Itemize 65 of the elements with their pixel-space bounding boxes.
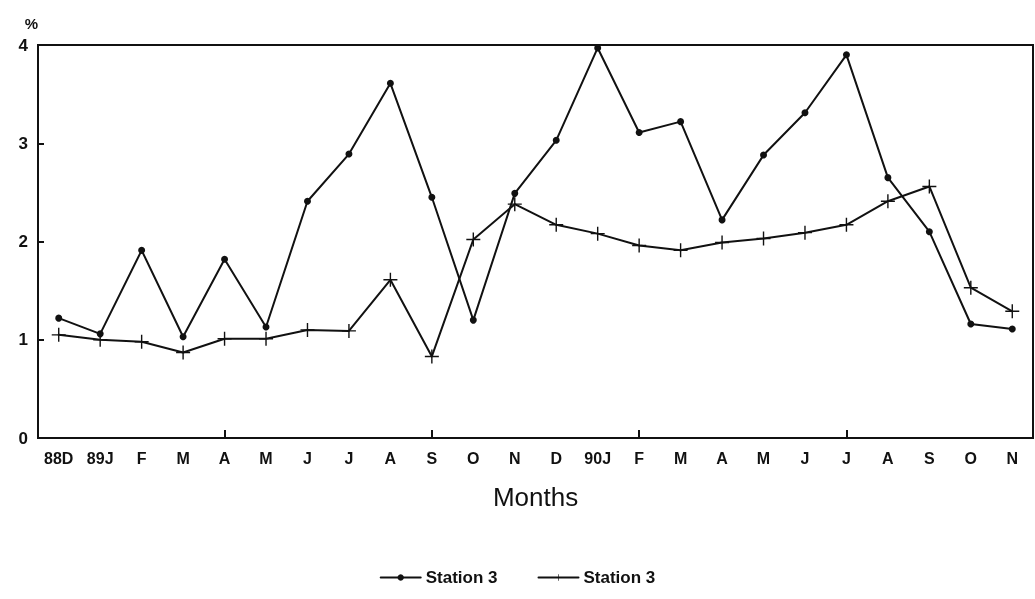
x-tick-label: M <box>756 449 771 467</box>
legend-label: Station 3 <box>425 568 498 587</box>
x-tick-label: F <box>634 449 645 467</box>
y-tick-label: 0 <box>18 428 28 448</box>
point <box>221 255 229 263</box>
y-tick-label: 3 <box>18 133 28 153</box>
x-tick-label: N <box>1006 449 1019 467</box>
point <box>55 314 63 322</box>
point <box>925 228 933 236</box>
point <box>801 109 809 117</box>
point <box>552 136 560 144</box>
point <box>51 327 66 342</box>
x-tick-label: O <box>467 449 480 467</box>
point <box>1008 325 1016 333</box>
point <box>632 238 647 253</box>
x-tick-label: D <box>550 449 563 467</box>
x-tick-label: J <box>841 449 851 467</box>
x-tick-label: A <box>716 449 729 467</box>
point <box>507 197 522 212</box>
point <box>176 345 191 360</box>
point <box>469 316 477 324</box>
x-tick-label: J <box>303 449 312 467</box>
point <box>428 193 436 201</box>
point <box>341 323 356 338</box>
point <box>842 51 850 59</box>
point <box>963 280 978 295</box>
point <box>138 246 146 254</box>
point <box>635 128 643 136</box>
x-tick-label: A <box>384 449 397 467</box>
y-tick-label: 2 <box>18 232 28 251</box>
legend-label: Station 3 <box>583 568 656 587</box>
x-tick-label: M <box>259 449 273 467</box>
x-tick-label: S <box>426 449 438 467</box>
point <box>967 320 975 328</box>
y-tick-label: 1 <box>18 330 28 350</box>
point <box>303 197 311 205</box>
x-tick-label: 88D <box>44 449 74 467</box>
x-tick-label: O <box>964 449 978 467</box>
x-tick-label: A <box>218 449 231 467</box>
x-tick-label: N <box>508 449 521 467</box>
y-tick-label: 4 <box>18 35 29 55</box>
point <box>715 235 730 250</box>
x-tick-label: 90J <box>584 449 612 467</box>
x-tick-label: M <box>176 449 190 467</box>
point <box>179 333 187 341</box>
x-axis-title: Months <box>492 482 579 512</box>
x-tick-label: F <box>136 449 147 467</box>
x-tick-label: A <box>882 449 895 467</box>
point <box>386 79 394 87</box>
point <box>300 322 315 337</box>
x-tick-label: J <box>344 449 354 467</box>
point <box>677 118 685 126</box>
point <box>797 225 812 240</box>
x-tick-label: J <box>800 449 810 467</box>
x-tick-label: M <box>673 449 688 467</box>
point <box>884 174 892 182</box>
x-tick-label: S <box>924 449 936 467</box>
point <box>760 151 768 159</box>
y-axis-title: % <box>24 15 38 32</box>
point <box>880 194 895 209</box>
point <box>259 331 274 346</box>
point <box>383 272 398 287</box>
x-tick-label: 89J <box>86 449 114 467</box>
point <box>424 349 439 364</box>
point <box>511 189 519 197</box>
